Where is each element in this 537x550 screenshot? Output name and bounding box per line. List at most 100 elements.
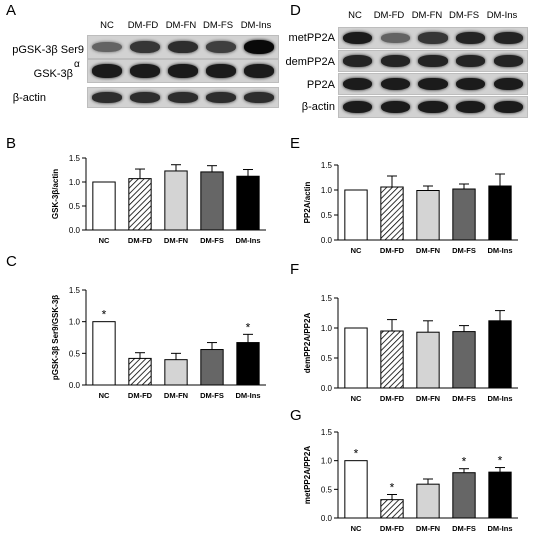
- blot-row-label: pGSK-3β Ser9: [12, 44, 84, 56]
- bar: [128, 357, 152, 386]
- blot-strip: [338, 73, 528, 95]
- bar-chart-gsk3b-actin: 0.0 0.5 1.0 1.5 GSK-3β/actin NC DM-FD DM-FN DM-F…: [51, 154, 266, 245]
- bar: [92, 321, 116, 386]
- blot-band: [418, 32, 448, 44]
- y-axis-label: PP2A/actin: [303, 181, 312, 223]
- blot-band: [418, 77, 448, 91]
- blot-band: [380, 33, 411, 43]
- blot-column-label: DM-FN: [165, 20, 197, 31]
- significance-star: *: [354, 447, 359, 461]
- blot-band: [168, 64, 198, 78]
- blot-band: [92, 64, 122, 78]
- bar: [452, 188, 476, 241]
- y-tick-label: 0.0: [69, 226, 81, 235]
- bar: [164, 170, 188, 231]
- blot-column-label: NC: [100, 20, 114, 31]
- blot-band: [380, 100, 411, 114]
- bar: [452, 331, 476, 389]
- x-tick-label: DM-Ins: [488, 394, 513, 403]
- bar: [380, 499, 404, 519]
- blot-band: [130, 40, 160, 54]
- x-tick-label: DM-FS: [200, 236, 224, 245]
- bar: [236, 175, 260, 231]
- blot-row-label: GSK-3β: [33, 68, 73, 80]
- y-axis-label: metPP2A/PP2A: [303, 446, 312, 504]
- blot-column-label: DM-Ins: [486, 10, 518, 21]
- y-tick-label: 0.0: [321, 514, 333, 523]
- bar: [380, 186, 404, 241]
- blot-band: [343, 55, 373, 67]
- blot-row-label: β-actin: [301, 101, 335, 113]
- blot-band: [168, 40, 198, 54]
- blot-band: [418, 55, 448, 67]
- blot-column-label: DM-FD: [373, 10, 405, 21]
- x-tick-label: DM-FD: [380, 524, 405, 533]
- panel-letter-c: C: [6, 253, 17, 270]
- blot-band: [493, 32, 523, 44]
- blot-column-label: NC: [348, 10, 362, 21]
- western-blot-gsk3b: NC DM-FD DM-FN DM-FS DM-Ins pGSK-3β Ser9…: [0, 0, 285, 115]
- y-tick-label: 0.5: [69, 202, 81, 211]
- blot-band: [343, 77, 373, 91]
- x-tick-label: NC: [351, 246, 362, 255]
- bar: [416, 483, 440, 519]
- x-tick-label: DM-FN: [416, 246, 440, 255]
- bar: [488, 185, 512, 241]
- blot-band: [244, 64, 274, 78]
- blot-band: [206, 64, 236, 78]
- bar: [344, 189, 368, 241]
- y-axis-label: demPP2A/PP2A: [303, 313, 312, 374]
- x-tick-label: DM-FN: [416, 524, 440, 533]
- y-tick-label: 1.5: [321, 294, 333, 303]
- blot-band: [206, 92, 236, 103]
- bar-chart-pgsk3b-gsk3b: 0.0 0.5 1.0 1.5 pGSK-3β Ser9/GSK-3β * NC DM-FD D…: [51, 286, 266, 400]
- blot-strip: [338, 27, 528, 49]
- blot-band: [455, 32, 486, 44]
- blot-strip: [338, 50, 528, 72]
- x-tick-label: DM-FD: [128, 236, 153, 245]
- blot-band: [244, 92, 274, 103]
- blot-strip: [87, 87, 279, 108]
- bar: [92, 181, 116, 231]
- bar: [452, 472, 476, 519]
- x-tick-label: DM-FS: [452, 524, 476, 533]
- y-tick-label: 1.0: [69, 178, 81, 187]
- blot-band: [455, 77, 486, 91]
- y-tick-label: 0.5: [69, 349, 81, 358]
- y-tick-label: 1.0: [69, 318, 81, 327]
- blot-band: [168, 92, 198, 103]
- blot-strip: [87, 59, 279, 83]
- x-tick-label: DM-FS: [200, 391, 224, 400]
- x-tick-label: DM-Ins: [488, 246, 513, 255]
- x-tick-label: NC: [99, 391, 110, 400]
- blot-band: [418, 100, 448, 114]
- x-tick-label: DM-FN: [164, 236, 188, 245]
- bar: [344, 460, 368, 519]
- y-tick-label: 1.0: [321, 186, 333, 195]
- significance-star: *: [102, 308, 107, 322]
- blot-band: [493, 55, 523, 67]
- blot-row-label: demPP2A: [285, 56, 335, 68]
- panel-letter-f: F: [290, 261, 300, 278]
- bar: [164, 359, 188, 386]
- bar: [236, 342, 260, 386]
- panel-letter-a: A: [6, 2, 17, 19]
- bar: [488, 320, 512, 389]
- x-tick-label: DM-FD: [380, 394, 405, 403]
- x-tick-label: NC: [351, 524, 362, 533]
- x-tick-label: DM-Ins: [488, 524, 513, 533]
- x-tick-label: DM-Ins: [236, 391, 261, 400]
- western-blot-pp2a: NC DM-FD DM-FN DM-FS DM-Ins metPP2A demP…: [0, 0, 537, 120]
- y-tick-label: 1.5: [69, 154, 81, 163]
- x-tick-label: NC: [99, 236, 110, 245]
- panel-letter-g: G: [290, 407, 302, 424]
- y-tick-label: 1.0: [321, 324, 333, 333]
- blot-column-label: DM-FD: [127, 20, 159, 31]
- x-tick-label: DM-FD: [128, 391, 153, 400]
- x-tick-label: DM-Ins: [236, 236, 261, 245]
- y-tick-label: 0.5: [321, 485, 333, 494]
- blot-strip: [87, 35, 279, 59]
- x-tick-label: DM-FS: [452, 394, 476, 403]
- y-tick-label: 1.5: [69, 286, 81, 295]
- blot-column-label: DM-FS: [448, 10, 480, 21]
